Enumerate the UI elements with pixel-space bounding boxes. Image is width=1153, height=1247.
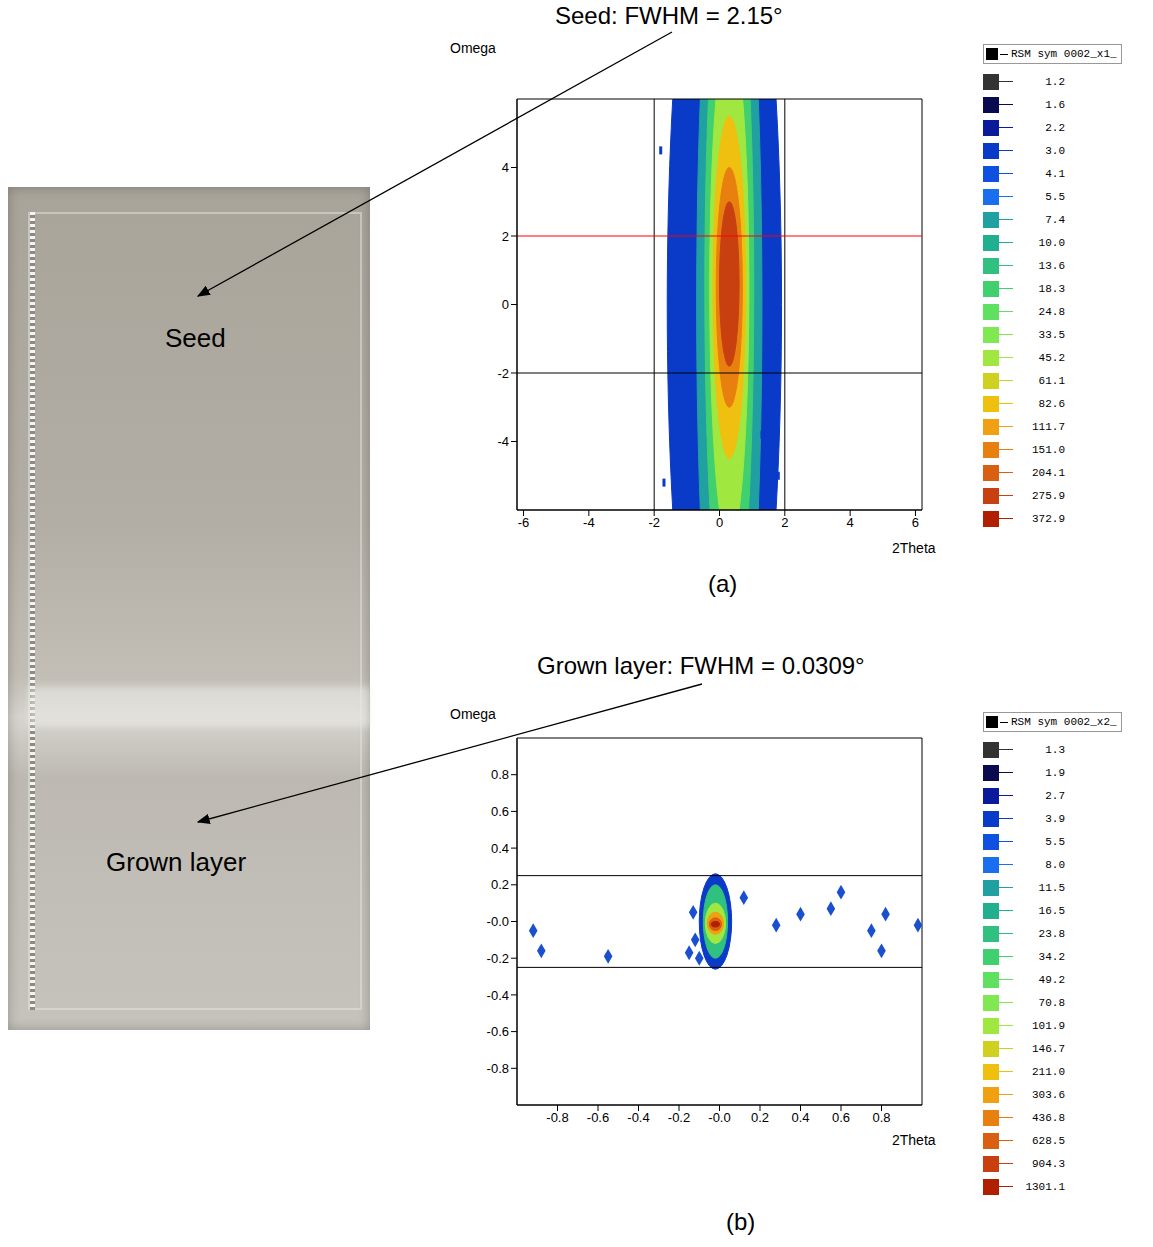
html-text:101.9: 101.9 xyxy=(1032,1019,1065,1032)
html-text:628.5: 628.5 xyxy=(1032,1134,1065,1147)
html-text:904.3: 904.3 xyxy=(1032,1157,1065,1170)
html-text:5.5: 5.5 xyxy=(1045,835,1065,848)
html-text:(b): (b) xyxy=(726,1208,756,1235)
html-text:7.4: 7.4 xyxy=(1045,213,1065,226)
svg-text:-0.0: -0.0 xyxy=(487,914,509,929)
svg-text:0.2: 0.2 xyxy=(491,877,509,892)
svg-text:-2: -2 xyxy=(648,515,660,530)
html-text:23.8: 23.8 xyxy=(1038,927,1065,940)
html-text:1.9: 1.9 xyxy=(1045,766,1065,779)
svg-text:0.6: 0.6 xyxy=(832,1110,850,1125)
svg-text:-6: -6 xyxy=(518,515,530,530)
html-text:45.2: 45.2 xyxy=(1038,351,1065,364)
html-text:8.0: 8.0 xyxy=(1045,858,1065,871)
html-text:10.0: 10.0 xyxy=(1038,236,1065,249)
html-text:1.6: 1.6 xyxy=(1045,98,1065,111)
svg-text:4: 4 xyxy=(502,160,509,175)
html-text:2.7: 2.7 xyxy=(1045,789,1065,802)
html-text:Seed: FWHM = 2.15°: Seed: FWHM = 2.15° xyxy=(555,2,783,29)
html-text:24.8: 24.8 xyxy=(1038,305,1065,318)
html-text:61.1: 61.1 xyxy=(1038,374,1065,387)
html-text:Omega: Omega xyxy=(450,40,496,56)
html-text:(a): (a) xyxy=(708,570,738,597)
html-text:11.5: 11.5 xyxy=(1038,881,1065,894)
svg-text:6: 6 xyxy=(912,515,919,530)
html-text:1.2: 1.2 xyxy=(1045,75,1065,88)
html-text:436.8: 436.8 xyxy=(1032,1111,1065,1124)
html-text:1.3: 1.3 xyxy=(1045,743,1065,756)
svg-text:-0.2: -0.2 xyxy=(487,951,509,966)
svg-text:-0.6: -0.6 xyxy=(487,1024,509,1039)
html-text:2Theta: 2Theta xyxy=(892,1132,936,1148)
html-text:1301.1: 1301.1 xyxy=(1025,1180,1065,1193)
svg-text:-0.4: -0.4 xyxy=(487,988,509,1003)
html-text:Grown layer: FWHM = 0.0309°: Grown layer: FWHM = 0.0309° xyxy=(537,652,865,679)
html-text:Omega: Omega xyxy=(450,706,496,722)
svg-text:0.8: 0.8 xyxy=(491,767,509,782)
html-text:16.5: 16.5 xyxy=(1038,904,1065,917)
html-text:13.6: 13.6 xyxy=(1038,259,1065,272)
svg-text:0.2: 0.2 xyxy=(751,1110,769,1125)
svg-text:0: 0 xyxy=(502,297,509,312)
svg-text:2: 2 xyxy=(781,515,788,530)
html-text:372.9: 372.9 xyxy=(1032,512,1065,525)
svg-text:-2: -2 xyxy=(497,366,509,381)
html-text:211.0: 211.0 xyxy=(1032,1065,1065,1078)
html-text:RSM sym 0002_x1_: RSM sym 0002_x1_ xyxy=(1011,48,1117,60)
html-text:3.0: 3.0 xyxy=(1045,144,1065,157)
svg-text:4: 4 xyxy=(847,515,854,530)
svg-text:0: 0 xyxy=(716,515,723,530)
html-text:82.6: 82.6 xyxy=(1038,397,1065,410)
svg-text:-0.0: -0.0 xyxy=(708,1110,730,1125)
html-text:34.2: 34.2 xyxy=(1038,950,1065,963)
html-text:146.7: 146.7 xyxy=(1032,1042,1065,1055)
html-text:4.1: 4.1 xyxy=(1045,167,1065,180)
html-text:RSM sym 0002_x2_: RSM sym 0002_x2_ xyxy=(1011,716,1117,728)
html-text:18.3: 18.3 xyxy=(1038,282,1065,295)
html-text:Grown layer: Grown layer xyxy=(106,847,247,877)
svg-text:0.4: 0.4 xyxy=(791,1110,809,1125)
html-text:49.2: 49.2 xyxy=(1038,973,1065,986)
html-text:Seed: Seed xyxy=(165,323,226,353)
html-text:303.6: 303.6 xyxy=(1032,1088,1065,1101)
html-text:2.2: 2.2 xyxy=(1045,121,1065,134)
svg-text:0.6: 0.6 xyxy=(491,804,509,819)
html-text:2Theta: 2Theta xyxy=(892,540,936,556)
svg-text:-0.6: -0.6 xyxy=(587,1110,609,1125)
html-text:111.7: 111.7 xyxy=(1032,420,1065,433)
svg-text:2: 2 xyxy=(502,229,509,244)
html-text:33.5: 33.5 xyxy=(1038,328,1065,341)
html-text:70.8: 70.8 xyxy=(1038,996,1065,1009)
svg-text:-0.8: -0.8 xyxy=(546,1110,568,1125)
svg-text:-0.2: -0.2 xyxy=(668,1110,690,1125)
svg-text:-0.8: -0.8 xyxy=(487,1061,509,1076)
svg-text:-4: -4 xyxy=(497,434,509,449)
svg-text:0.8: 0.8 xyxy=(872,1110,890,1125)
svg-text:-4: -4 xyxy=(583,515,595,530)
svg-text:-0.4: -0.4 xyxy=(627,1110,649,1125)
svg-text:0.4: 0.4 xyxy=(491,841,509,856)
html-text:5.5: 5.5 xyxy=(1045,190,1065,203)
html-text:275.9: 275.9 xyxy=(1032,489,1065,502)
html-text:151.0: 151.0 xyxy=(1032,443,1065,456)
html-text:204.1: 204.1 xyxy=(1032,466,1065,479)
html-text:3.9: 3.9 xyxy=(1045,812,1065,825)
